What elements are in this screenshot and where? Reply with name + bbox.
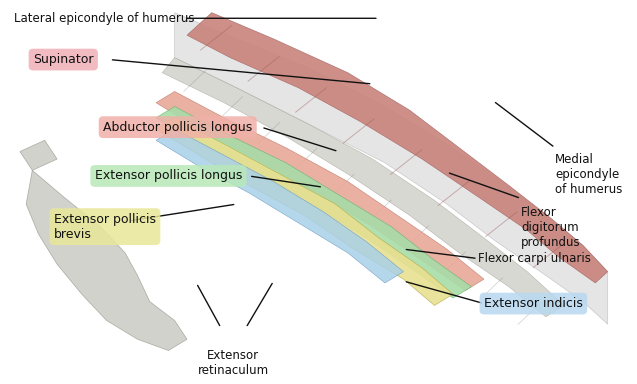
- Polygon shape: [156, 91, 484, 290]
- Text: Lateral epicondyle of humerus: Lateral epicondyle of humerus: [14, 12, 194, 25]
- Polygon shape: [187, 13, 608, 283]
- Text: Supinator: Supinator: [33, 53, 94, 66]
- Polygon shape: [156, 129, 403, 283]
- Text: Abductor pollicis longus: Abductor pollicis longus: [103, 121, 252, 134]
- Polygon shape: [156, 106, 471, 298]
- Polygon shape: [162, 58, 564, 317]
- Text: Extensor pollicis
brevis: Extensor pollicis brevis: [54, 213, 156, 241]
- Text: Extensor
retinaculum: Extensor retinaculum: [198, 349, 269, 377]
- Polygon shape: [175, 13, 608, 324]
- Text: Extensor indicis: Extensor indicis: [484, 297, 583, 310]
- Polygon shape: [26, 170, 187, 351]
- Polygon shape: [20, 140, 57, 170]
- Text: Flexor carpi ulnaris: Flexor carpi ulnaris: [478, 252, 590, 265]
- Text: Flexor
digitorum
profundus: Flexor digitorum profundus: [521, 206, 581, 249]
- Text: Extensor pollicis longus: Extensor pollicis longus: [95, 169, 242, 182]
- Text: Medial
epicondyle
of humerus: Medial epicondyle of humerus: [555, 154, 622, 197]
- Polygon shape: [156, 118, 453, 305]
